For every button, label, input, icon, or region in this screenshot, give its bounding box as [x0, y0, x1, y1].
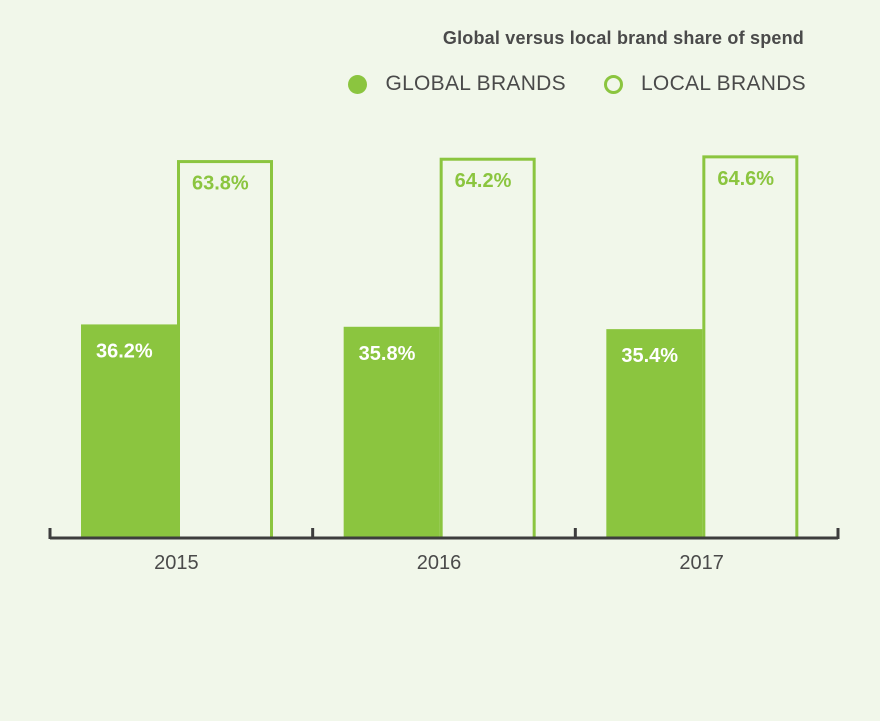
data-label-global-2016: 35.8% — [359, 343, 416, 365]
legend: GLOBAL BRANDS LOCAL BRANDS — [310, 72, 806, 96]
bar-local-2015 — [177, 160, 273, 540]
data-label-global-2015: 36.2% — [96, 340, 153, 362]
x-tick-label-2015: 2015 — [154, 552, 199, 574]
bar-local-2017 — [702, 155, 799, 540]
legend-swatch-local — [603, 74, 623, 94]
x-tick-label-2016: 2016 — [417, 552, 462, 574]
legend-label-local: LOCAL BRANDS — [640, 72, 806, 95]
bar-global-2017 — [606, 329, 703, 538]
x-tick-label-2017: 2017 — [679, 552, 724, 574]
legend-item-global: GLOBAL BRANDS — [348, 72, 566, 96]
bar-local-2016 — [439, 157, 536, 540]
bar-global-2016 — [343, 326, 440, 538]
data-label-local-2015: 63.8% — [192, 173, 249, 195]
data-label-local-2016: 64.2% — [455, 170, 512, 192]
data-label-global-2017: 35.4% — [621, 345, 678, 367]
data-label-local-2017: 64.6% — [717, 168, 774, 190]
legend-label-global: GLOBAL BRANDS — [385, 72, 566, 95]
legend-item-local: LOCAL BRANDS — [603, 72, 806, 96]
bar-global-2015 — [81, 324, 177, 538]
legend-swatch-global — [348, 74, 368, 94]
chart-title: Global versus local brand share of spend — [442, 28, 804, 48]
